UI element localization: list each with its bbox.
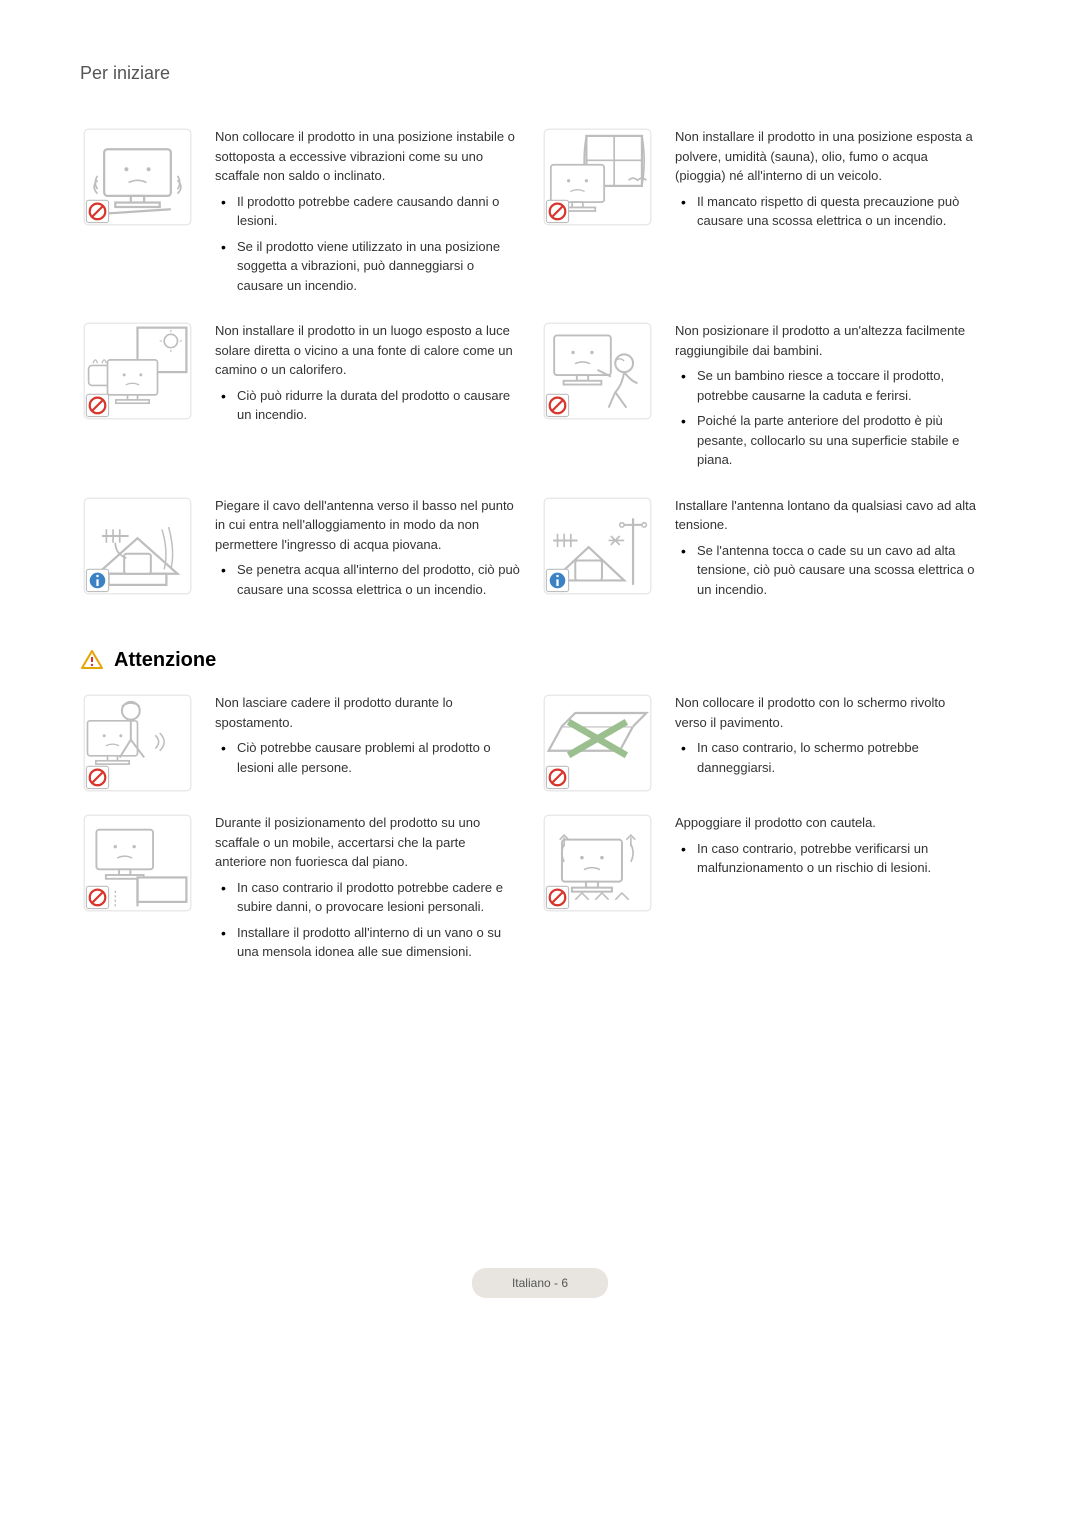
bullet-item: In caso contrario, lo schermo potrebbe d…: [675, 738, 980, 777]
put-down-icon: [540, 813, 655, 913]
bullet-item: Se l'antenna tocca o cade su un cavo ad …: [675, 541, 980, 600]
bullet-item: Installare il prodotto all'interno di un…: [215, 923, 520, 962]
safety-text: Installare l'antenna lontano da qualsias…: [675, 496, 1000, 606]
safety-block: Durante il posizionamento del prodotto s…: [80, 813, 540, 968]
shelf-edge-icon: [80, 813, 195, 913]
intro-text: Non collocare il prodotto con lo schermo…: [675, 693, 980, 732]
page-title: Per iniziare: [80, 60, 1000, 87]
bullet-list: Se l'antenna tocca o cade su un cavo ad …: [675, 541, 980, 600]
safety-block: Piegare il cavo dell'antenna verso il ba…: [80, 496, 540, 606]
antenna-down-icon: [80, 496, 195, 596]
intro-text: Installare l'antenna lontano da qualsias…: [675, 496, 980, 535]
bullet-item: In caso contrario il prodotto potrebbe c…: [215, 878, 520, 917]
bullet-item: In caso contrario, potrebbe verificarsi …: [675, 839, 980, 878]
intro-text: Appoggiare il prodotto con cautela.: [675, 813, 980, 833]
sun-heat-icon: [80, 321, 195, 421]
intro-text: Non installare il prodotto in un luogo e…: [215, 321, 520, 380]
safety-text: Durante il posizionamento del prodotto s…: [215, 813, 540, 968]
safety-text: Appoggiare il prodotto con cautela. In ca…: [675, 813, 1000, 884]
attention-heading: Attenzione: [80, 645, 1000, 675]
bullet-item: Il prodotto potrebbe cadere causando dan…: [215, 192, 520, 231]
child-reach-icon: [540, 321, 655, 421]
attention-label: Attenzione: [114, 645, 216, 675]
bullet-item: Se un bambino riesce a toccare il prodot…: [675, 366, 980, 405]
warning-triangle-icon: [80, 648, 104, 672]
bullet-list: Se un bambino riesce a toccare il prodot…: [675, 366, 980, 470]
safety-text: Non lasciare cadere il prodotto durante …: [215, 693, 540, 783]
bullet-list: In caso contrario, lo schermo potrebbe d…: [675, 738, 980, 777]
intro-text: Durante il posizionamento del prodotto s…: [215, 813, 520, 872]
bullet-item: Se il prodotto viene utilizzato in una p…: [215, 237, 520, 296]
intro-text: Non collocare il prodotto in una posizio…: [215, 127, 520, 186]
safety-block: Non collocare il prodotto in una posizio…: [80, 127, 540, 301]
safety-text: Non installare il prodotto in una posizi…: [675, 127, 1000, 237]
bullet-item: Poiché la parte anteriore del prodotto è…: [675, 411, 980, 470]
main-content: Non collocare il prodotto in una posizio…: [80, 127, 1000, 625]
safety-text: Non posizionare il prodotto a un'altezza…: [675, 321, 1000, 476]
safety-block: Non installare il prodotto in una posizi…: [540, 127, 1000, 301]
page-footer: Italiano - 6: [80, 1268, 1000, 1298]
safety-text: Piegare il cavo dell'antenna verso il ba…: [215, 496, 540, 606]
intro-text: Non posizionare il prodotto a un'altezza…: [675, 321, 980, 360]
intro-text: Non lasciare cadere il prodotto durante …: [215, 693, 520, 732]
curtain-icon: [540, 127, 655, 227]
antenna-hv-icon: [540, 496, 655, 596]
bullet-item: Ciò può ridurre la durata del prodotto o…: [215, 386, 520, 425]
safety-text: Non collocare il prodotto in una posizio…: [215, 127, 540, 301]
safety-block: Appoggiare il prodotto con cautela. In ca…: [540, 813, 1000, 968]
bullet-item: Il mancato rispetto di questa precauzion…: [675, 192, 980, 231]
safety-text: Non collocare il prodotto con lo schermo…: [675, 693, 1000, 783]
safety-block: Non lasciare cadere il prodotto durante …: [80, 693, 540, 793]
safety-block: Installare l'antenna lontano da qualsias…: [540, 496, 1000, 606]
bullet-list: Il prodotto potrebbe cadere causando dan…: [215, 192, 520, 296]
safety-block: Non collocare il prodotto con lo schermo…: [540, 693, 1000, 793]
bullet-item: Se penetra acqua all'interno del prodott…: [215, 560, 520, 599]
bullet-list: Se penetra acqua all'interno del prodott…: [215, 560, 520, 599]
unstable-icon: [80, 127, 195, 227]
carry-drop-icon: [80, 693, 195, 793]
safety-block: Non posizionare il prodotto a un'altezza…: [540, 321, 1000, 476]
safety-block: Non installare il prodotto in un luogo e…: [80, 321, 540, 476]
intro-text: Piegare il cavo dell'antenna verso il ba…: [215, 496, 520, 555]
safety-text: Non installare il prodotto in un luogo e…: [215, 321, 540, 431]
bullet-list: Ciò può ridurre la durata del prodotto o…: [215, 386, 520, 425]
bullet-list: In caso contrario il prodotto potrebbe c…: [215, 878, 520, 962]
bullet-list: Il mancato rispetto di questa precauzion…: [675, 192, 980, 231]
attention-content: Non lasciare cadere il prodotto durante …: [80, 693, 1000, 988]
bullet-list: Ciò potrebbe causare problemi al prodott…: [215, 738, 520, 777]
bullet-list: In caso contrario, potrebbe verificarsi …: [675, 839, 980, 878]
footer-page-label: Italiano - 6: [472, 1268, 608, 1298]
bullet-item: Ciò potrebbe causare problemi al prodott…: [215, 738, 520, 777]
facedown-icon: [540, 693, 655, 793]
intro-text: Non installare il prodotto in una posizi…: [675, 127, 980, 186]
